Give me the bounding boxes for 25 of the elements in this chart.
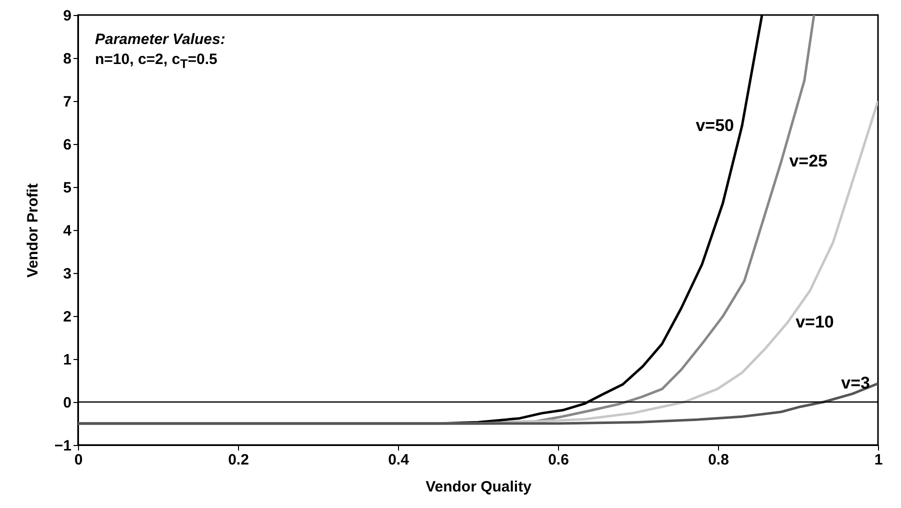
y-tick-label: 6 bbox=[63, 136, 72, 154]
y-tick-label: 9 bbox=[63, 8, 72, 24]
x-tick-label: 0 bbox=[74, 452, 83, 468]
x-tick-label: 0.6 bbox=[548, 452, 569, 468]
y-tick-label: 5 bbox=[63, 180, 72, 196]
series-label: v=10 bbox=[796, 312, 834, 332]
x-tick-label: 0.2 bbox=[228, 452, 249, 468]
x-tick-label: 0.8 bbox=[708, 452, 729, 468]
x-tick-label: 0.4 bbox=[388, 452, 410, 468]
y-tick-label: −1 bbox=[54, 438, 72, 454]
y-tick-label: 8 bbox=[63, 50, 72, 68]
series-label: v=50 bbox=[696, 116, 734, 135]
series-label: v=3 bbox=[841, 374, 870, 393]
y-tick-label: 0 bbox=[63, 394, 72, 412]
x-tick-label: 1 bbox=[874, 452, 883, 468]
y-tick-label: 2 bbox=[63, 308, 72, 326]
y-tick-label: 3 bbox=[63, 266, 72, 282]
x-axis-title: Vendor Quality bbox=[426, 478, 532, 496]
annotation: n=10, c=2, c$_{T}$=0.5 bbox=[95, 50, 218, 73]
annotation: Parameter Values: bbox=[95, 30, 226, 50]
y-tick-label: 4 bbox=[63, 222, 72, 240]
y-tick-label: 7 bbox=[63, 94, 72, 110]
y-axis-title: Vendor Profit bbox=[24, 183, 42, 278]
series-label: v=25 bbox=[789, 152, 828, 171]
y-tick-label: 1 bbox=[63, 352, 72, 368]
